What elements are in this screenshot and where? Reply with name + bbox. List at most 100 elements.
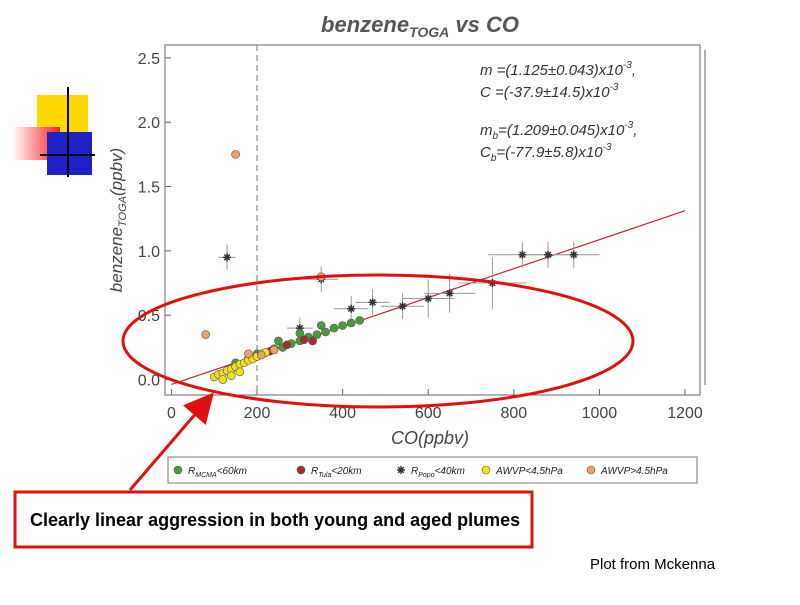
- legend-part: <60km: [217, 466, 247, 477]
- ann-sup: -3: [610, 82, 619, 93]
- arrow: [128, 392, 214, 491]
- y-tick-label: 1.5: [138, 180, 160, 197]
- x-tick-label: 200: [244, 405, 271, 422]
- point: [282, 340, 292, 350]
- annotation: Cb=(-77.9±5.8)x10-3: [480, 142, 612, 164]
- point: [316, 321, 326, 330]
- point: [299, 335, 309, 344]
- point: [295, 328, 305, 338]
- label-sub: TOGA: [117, 196, 129, 227]
- ann-part: =(1.209±0.045)x10: [498, 122, 625, 139]
- point: [398, 302, 407, 311]
- legend-marker: [173, 465, 183, 475]
- label-part: benzene: [107, 227, 126, 292]
- legend-part: Tula: [318, 472, 331, 479]
- ann-sub: b: [491, 153, 497, 164]
- legend-label: RMCMA<60km: [188, 466, 247, 479]
- ann-part: C =(-37.9±14.5)x10: [480, 84, 610, 101]
- legend-label: AWVP>4.5hPa: [600, 466, 668, 477]
- ann-part: ,: [632, 62, 636, 79]
- legend-box: [167, 456, 698, 484]
- legend-part: R: [188, 466, 195, 477]
- ann-part: C: [480, 144, 491, 161]
- legend-label: RTula<20km: [311, 466, 362, 479]
- point: [424, 294, 433, 303]
- point: [544, 250, 553, 259]
- ann-sup: -3: [623, 60, 632, 71]
- x-axis-label: CO(ppbv): [391, 428, 469, 448]
- point: [355, 316, 365, 325]
- point: [256, 350, 266, 360]
- legend: RMCMA<60km RTula<20km RPopo<40km AWVP<4.5hP…: [173, 465, 668, 479]
- ann-sup: -3: [603, 142, 612, 153]
- point: [274, 336, 283, 346]
- y-tick-label: 2.0: [138, 115, 160, 132]
- legend-part: R: [411, 466, 418, 477]
- ann-part: m: [480, 122, 493, 139]
- legend-marker: [296, 465, 306, 475]
- x-tick-label: 1000: [582, 405, 618, 422]
- point: [269, 345, 279, 355]
- point: [312, 330, 322, 339]
- y-tick-label: 1.0: [138, 244, 160, 261]
- point: [347, 304, 356, 313]
- legend-label: AWVP<4.5hPa: [495, 466, 563, 477]
- title-part: benzene: [321, 12, 409, 37]
- point: [338, 321, 347, 330]
- legend-part: R: [311, 466, 318, 477]
- ann-part: m =(1.125±0.043)x10: [480, 62, 624, 79]
- point: [329, 323, 339, 333]
- legend-label: RPopo<40km: [411, 466, 465, 479]
- title-sub: TOGA: [409, 24, 449, 40]
- legend-marker: [397, 466, 405, 474]
- y-axis-label: benzeneTOGA(ppbv): [107, 148, 129, 292]
- annotation: C =(-37.9±14.5)x10-3: [480, 82, 619, 101]
- point: [201, 330, 210, 339]
- plot: 0 200 400 600 800 1000 1200 0.0 0.5 1.0 1.5 2.0 2.5: [138, 45, 703, 422]
- highlight-ellipse: [121, 273, 635, 409]
- legend-part: AWVP>4.5hPa: [600, 466, 668, 477]
- point: [295, 324, 304, 333]
- annotation: m =(1.125±0.043)x10-3,: [480, 60, 636, 79]
- legend-marker: [481, 465, 491, 475]
- point: [223, 253, 232, 262]
- ann-part: ,: [633, 122, 637, 139]
- ann-part: =(-77.9±5.8)x10: [496, 144, 603, 161]
- credit: Plot from Mckenna: [590, 556, 716, 573]
- ann-sub: b: [493, 131, 499, 142]
- point: [231, 150, 240, 159]
- point: [244, 349, 253, 359]
- label-part: (ppbv): [107, 148, 126, 196]
- legend-marker: [586, 465, 596, 475]
- point: [227, 371, 236, 380]
- title-part: vs CO: [449, 12, 519, 37]
- legend-part: <40km: [435, 466, 465, 477]
- legend-part: MCMA: [195, 472, 217, 479]
- x-tick-label: 600: [415, 405, 442, 422]
- annotation: mb=(1.209±0.045)x10-3,: [480, 120, 637, 142]
- point: [368, 298, 377, 307]
- y-tick-label: 0.0: [138, 373, 160, 390]
- point: [445, 289, 454, 298]
- chart-title: benzeneTOGA vs CO: [321, 12, 519, 40]
- x-tick-label: 800: [500, 405, 527, 422]
- point: [235, 367, 245, 377]
- y-tick-label: 0.5: [138, 308, 160, 325]
- x-tick-label: 0: [167, 405, 176, 422]
- caption-box: [13, 490, 534, 549]
- point: [308, 336, 317, 346]
- y-tick-label: 2.5: [138, 51, 160, 68]
- point: [569, 250, 578, 259]
- point: [346, 318, 356, 328]
- point: [518, 250, 527, 259]
- point: [218, 375, 228, 384]
- decoration: [12, 87, 95, 177]
- ann-sup: -3: [624, 120, 633, 131]
- x-tick-label: 1200: [667, 405, 703, 422]
- point: [321, 327, 330, 337]
- legend-part: AWVP<4.5hPa: [495, 466, 563, 477]
- legend-part: Popo: [418, 472, 434, 479]
- caption: Clearly linear aggression in both young …: [30, 510, 520, 530]
